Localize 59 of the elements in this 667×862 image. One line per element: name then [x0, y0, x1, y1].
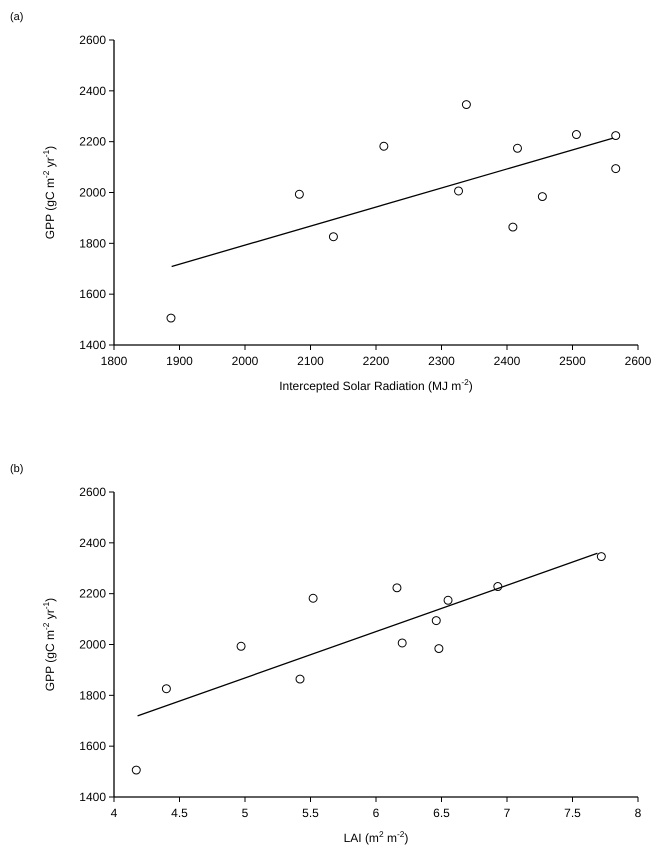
- x-tick-label: 4: [110, 806, 118, 820]
- point: [462, 100, 471, 110]
- x-tick-label: 7: [504, 806, 511, 820]
- point: [508, 222, 518, 232]
- x-tick-label: 5.5: [302, 806, 320, 820]
- y-tick-label: 2200: [79, 586, 106, 601]
- point: [538, 192, 547, 202]
- point: [379, 142, 388, 151]
- point: [392, 583, 402, 592]
- point: [162, 684, 171, 694]
- x-axis-title: Intercepted Solar Radiation (MJ m$^{-2}$): [279, 377, 473, 393]
- point: [296, 674, 305, 684]
- point: [611, 164, 620, 174]
- point: [454, 186, 464, 196]
- y-tick-label: 2000: [79, 186, 106, 200]
- x-tick-label: 5: [242, 806, 249, 820]
- point: [398, 638, 407, 648]
- y-tick-label: 1600: [79, 287, 106, 302]
- y-tick-label: 2600: [79, 485, 106, 499]
- y-tick-label: 2200: [79, 134, 106, 149]
- x-tick-label: 6: [372, 806, 380, 820]
- y-tick-label: 2400: [79, 536, 106, 550]
- text: (b): [10, 463, 24, 475]
- x-tick-label: 2600: [624, 354, 652, 368]
- x-tick-label: 1800: [100, 354, 128, 368]
- x-tick-label: 4.5: [171, 806, 188, 820]
- y-tick-label: 1800: [79, 688, 106, 702]
- point: [132, 766, 141, 775]
- x-axis-title: LAI (m$^{2}$ m$^{-2}$): [344, 829, 408, 845]
- x-tick-label: 2500: [559, 354, 586, 368]
- y-tick-label: 2600: [79, 33, 106, 47]
- point: [308, 594, 318, 603]
- x-tick-label: 2400: [494, 354, 521, 368]
- point: [596, 552, 606, 562]
- y-tick-label: 2400: [79, 84, 106, 98]
- point: [328, 232, 338, 242]
- point: [444, 596, 453, 605]
- point: [166, 314, 176, 323]
- y-tick-label: 1400: [79, 790, 106, 804]
- x-tick-label: 8: [634, 806, 642, 820]
- x-tick-label: 2000: [232, 354, 259, 368]
- x-tick-label: 2300: [428, 354, 456, 368]
- point: [611, 131, 620, 140]
- x-tick-label: 1900: [166, 354, 194, 368]
- point: [434, 644, 444, 654]
- y-tick-label: 1600: [79, 739, 106, 754]
- y-tick-label: 1400: [79, 338, 106, 352]
- point: [572, 130, 581, 140]
- point: [236, 642, 246, 651]
- point: [432, 616, 441, 626]
- x-tick-label: 2100: [297, 354, 324, 368]
- y-tick-label: 1800: [79, 236, 106, 250]
- point: [512, 144, 522, 153]
- point: [294, 190, 304, 199]
- x-tick-label: 7.5: [564, 806, 582, 820]
- x-tick-label: 6.5: [433, 806, 450, 820]
- x-tick-label: 2200: [362, 354, 390, 368]
- y-tick-label: 2000: [79, 638, 106, 652]
- text: (a): [10, 11, 24, 23]
